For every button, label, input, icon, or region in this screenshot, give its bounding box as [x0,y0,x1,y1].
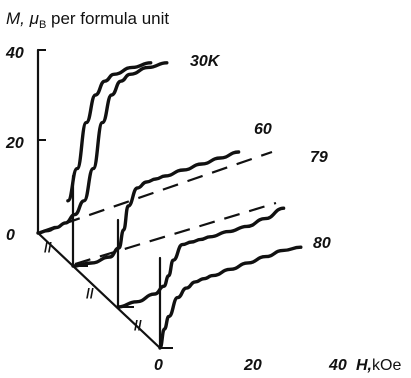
axis-break-mark-2: // [86,285,94,301]
y-tick-label-0: 0 [6,227,15,244]
y-axis-mu: μ [29,9,40,28]
series-label-79: 79 [310,149,328,166]
series-label-80: 80 [313,235,331,252]
series-30K-hysteresis-branch [66,61,153,203]
series-80-curve [158,245,303,350]
series-30K-curve [36,61,169,235]
series-label-60: 60 [254,121,272,138]
x-tick-label-20: 20 [243,357,262,374]
y-axis-mu-subscript: B [39,19,46,31]
x-tick-label-0: 0 [154,357,163,374]
y-tick-label-20: 20 [5,135,24,152]
series-label-30K: 30K [190,53,221,70]
temperature-axis [36,231,162,350]
y-axis-unit: per formula unit [46,9,169,28]
y-axis-title: M, μB per formula unit [6,9,169,31]
axis-break-mark-1: // [44,239,52,255]
y-axis-prefix: M, [6,9,30,28]
y-tick-label-40: 40 [5,45,24,62]
series-60-curve [71,150,241,268]
x-axis-title: H,kOe [356,357,401,374]
x-axis-symbol: H, [356,357,372,374]
series-79-curve [116,206,286,309]
x-axis-unit: kOe [372,357,401,374]
axis-break-mark-3: // [134,317,142,333]
x-tick-label-40: 40 [328,357,347,374]
dashed-extrapolation-2 [74,201,277,266]
dashed-extrapolation-1 [39,150,273,234]
